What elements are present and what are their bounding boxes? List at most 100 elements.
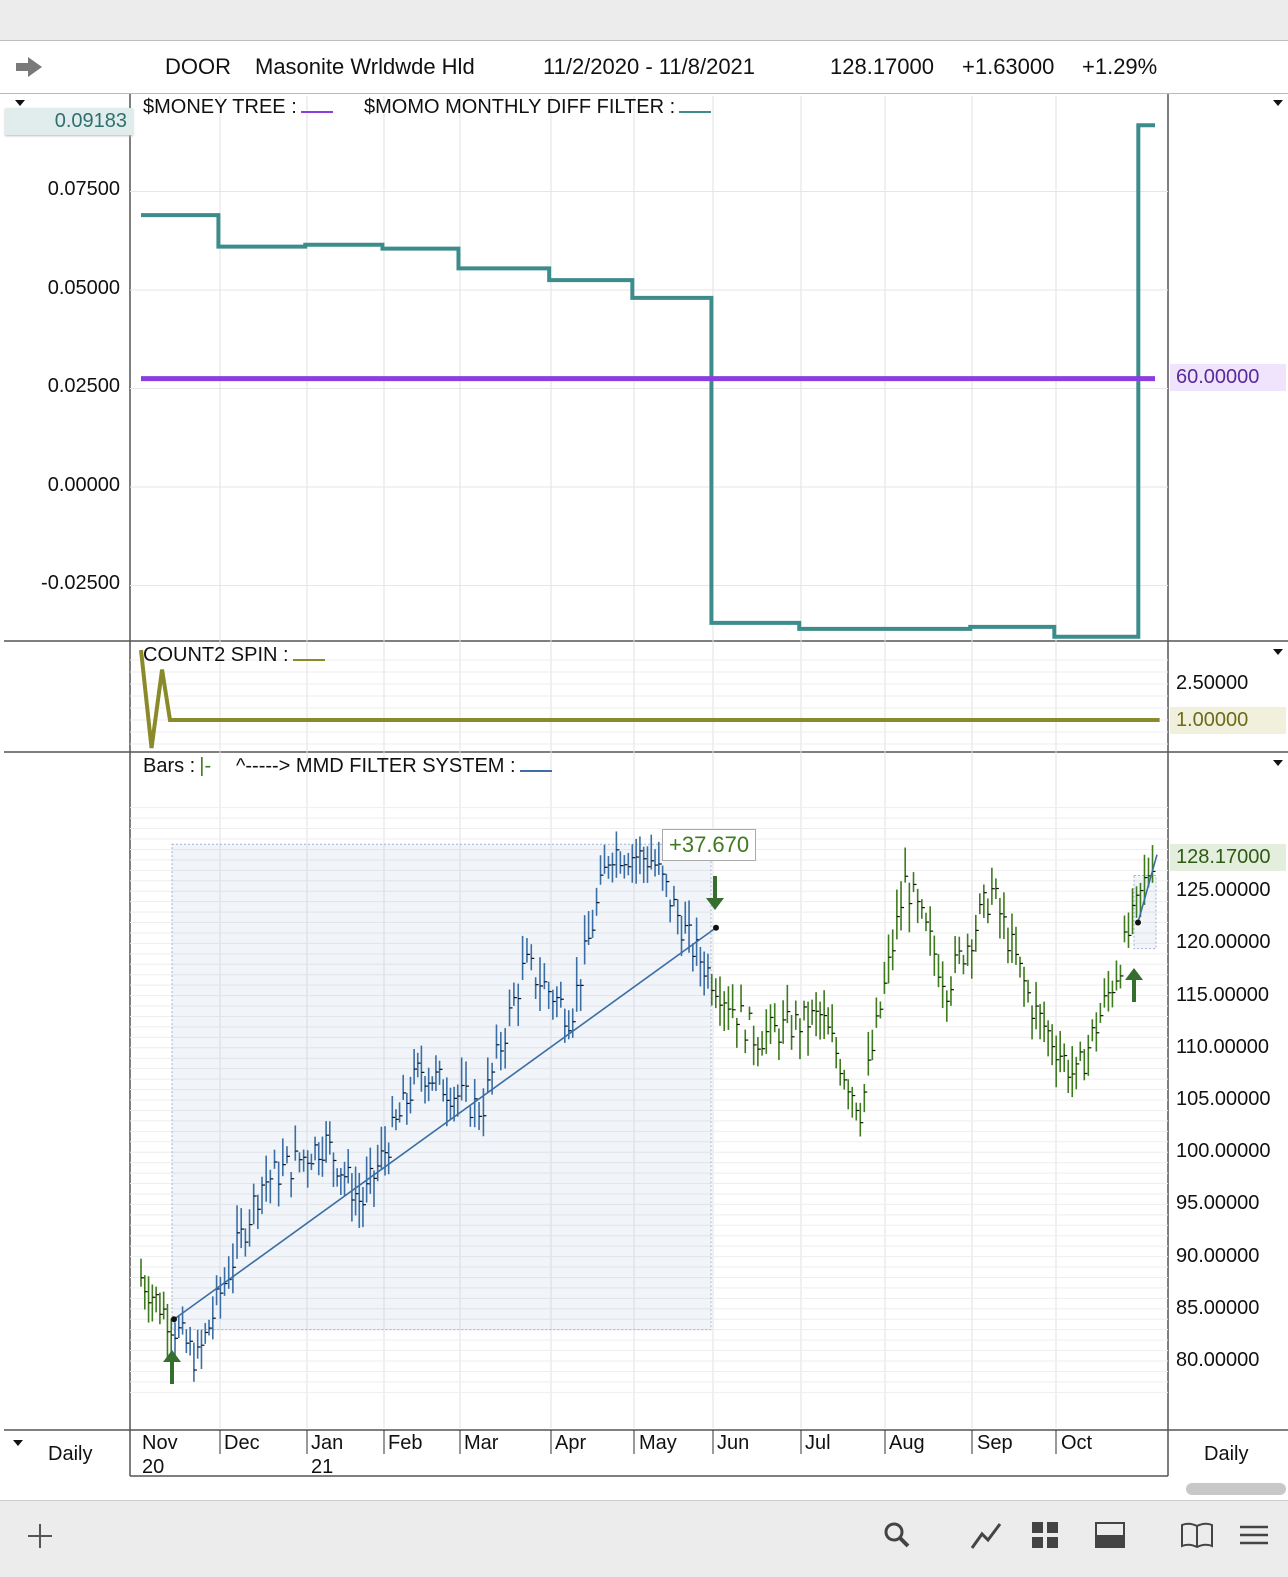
price-bar	[261, 1176, 266, 1215]
price-bar	[143, 1275, 148, 1310]
p3-tick-3: 110.00000	[1176, 1035, 1270, 1058]
price-bar	[1095, 1012, 1100, 1052]
price-bar	[1083, 1049, 1088, 1081]
price-bar	[731, 984, 736, 1019]
chart-line-icon[interactable]	[970, 1520, 1002, 1552]
price-bar	[395, 1109, 399, 1131]
price-bar	[427, 1067, 432, 1102]
arrow-right-icon[interactable]	[14, 55, 44, 79]
chart-canvas	[4, 94, 1288, 1477]
money-tree-badge: 60.00000	[1170, 364, 1286, 391]
open-trade-box	[1133, 875, 1157, 950]
price-bar	[460, 1057, 465, 1101]
entry-dot	[171, 1316, 177, 1323]
price-bar	[336, 1168, 341, 1187]
price-bar	[623, 855, 628, 879]
price-bar	[343, 1161, 348, 1196]
price-bar	[398, 1102, 403, 1123]
price-bar	[727, 986, 732, 1030]
price-bar	[908, 882, 913, 933]
price-bar	[1027, 979, 1032, 1003]
price-bar	[937, 954, 942, 988]
p3-tick-4: 105.00000	[1176, 1088, 1271, 1110]
price-bar	[257, 1194, 261, 1230]
p2-tick-0: 2.50000	[1176, 672, 1249, 694]
price-bar	[851, 1086, 856, 1118]
month-oct: Oct	[1061, 1432, 1093, 1454]
price-bar	[1115, 960, 1120, 991]
price-bar	[933, 935, 938, 976]
month-apr: Apr	[555, 1432, 587, 1454]
price-bar	[1015, 926, 1019, 965]
panel-layout-icon[interactable]	[1094, 1520, 1126, 1550]
price-bar	[703, 951, 708, 996]
price-bar	[650, 834, 655, 870]
price-bar	[517, 983, 522, 1027]
momo-filter-label: $MOMO MONTHLY DIFF FILTER :	[364, 96, 712, 119]
price-bar	[174, 1322, 179, 1358]
price-bar	[676, 899, 681, 935]
price-bar	[571, 1008, 576, 1038]
price-bar	[831, 1004, 836, 1043]
price-bar	[769, 1004, 774, 1045]
period-right[interactable]: Daily	[1204, 1443, 1249, 1465]
sell-arrow-icon	[706, 876, 724, 910]
panel3-menu-icon[interactable]	[1272, 758, 1284, 768]
price-bar	[619, 851, 624, 874]
price-bar	[473, 1079, 478, 1128]
search-icon[interactable]	[882, 1520, 912, 1550]
period-left[interactable]: Daily	[48, 1443, 93, 1465]
price-bar	[627, 852, 632, 876]
price-bar	[912, 872, 917, 893]
price-bar	[177, 1315, 182, 1338]
price-bar	[560, 981, 564, 1008]
price-bar	[193, 1342, 197, 1382]
price-bar	[1111, 980, 1116, 1008]
panel1-right-menu-icon[interactable]	[1272, 98, 1284, 108]
panel1-menu-icon[interactable]	[14, 98, 26, 108]
grid-icon[interactable]	[1030, 1520, 1060, 1550]
p3-tick-5: 100.00000	[1176, 1140, 1271, 1163]
price-bar	[147, 1276, 152, 1323]
book-icon[interactable]	[1180, 1520, 1214, 1550]
month-jun: Jun	[717, 1432, 750, 1454]
price-bar	[611, 852, 616, 883]
price-bar	[757, 1037, 761, 1067]
price-bar	[875, 997, 880, 1028]
add-icon[interactable]	[24, 1520, 56, 1552]
price-bar	[155, 1286, 160, 1313]
price-bar	[286, 1146, 290, 1164]
chart-header: DOOR Masonite Wrldwde Hld 11/2/2020 - 11…	[0, 41, 1288, 94]
price-bar	[273, 1149, 278, 1169]
month-sep: Sep	[977, 1432, 1013, 1454]
price-bar	[1023, 966, 1028, 1007]
price-bar	[376, 1144, 381, 1182]
buy-arrow-icon-2	[1125, 968, 1143, 1002]
month-nov: Nov	[142, 1432, 178, 1454]
p3-tick-8: 85.00000	[1176, 1296, 1260, 1319]
price-bar	[786, 984, 791, 1024]
price-bar	[354, 1166, 359, 1216]
price-bar	[504, 1028, 509, 1069]
period-dropdown-icon[interactable]	[12, 1438, 24, 1448]
price-bar	[827, 1007, 832, 1035]
price-bar	[790, 1015, 795, 1050]
horizontal-scrollbar[interactable]	[1186, 1483, 1286, 1495]
price-bar	[1047, 1020, 1052, 1057]
price-bar	[1043, 1001, 1048, 1043]
p3-tick-6: 95.00000	[1176, 1192, 1260, 1215]
price-bar	[1091, 1019, 1096, 1042]
menu-icon[interactable]	[1238, 1520, 1270, 1550]
p1-tick-0: 0.07500	[47, 178, 120, 200]
price-bar	[513, 982, 517, 1006]
panel2-menu-icon[interactable]	[1272, 647, 1284, 657]
price-bar	[575, 957, 580, 1012]
price-bar	[707, 953, 711, 989]
money-tree-swatch	[300, 111, 333, 113]
price-bar	[867, 1031, 872, 1076]
price-bar	[782, 1000, 787, 1044]
price-bar	[843, 1069, 848, 1090]
mmd-system-label: ^-----> MMD FILTER SYSTEM :	[236, 755, 552, 778]
price-bar	[979, 893, 983, 915]
price-bar	[1099, 1002, 1104, 1023]
